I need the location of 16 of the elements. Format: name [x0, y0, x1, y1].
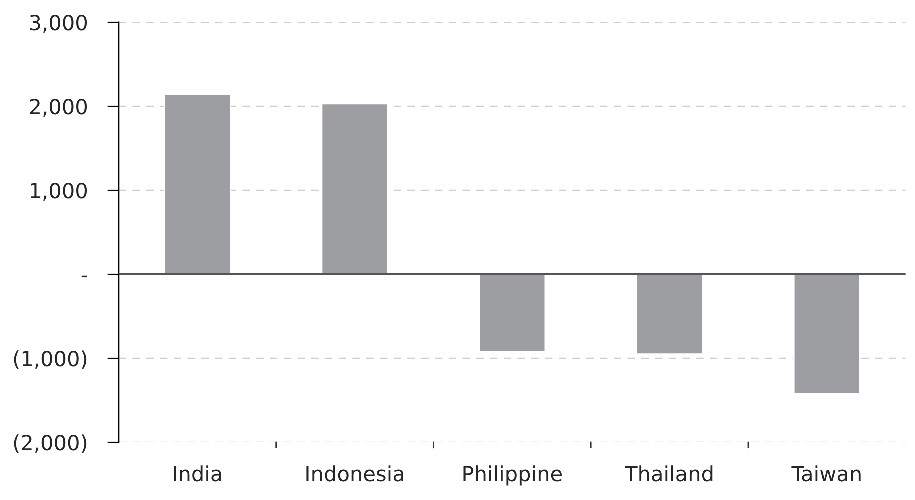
x-tick-label: Taiwan [792, 466, 861, 482]
y-tick-label: (1,000) [14, 350, 87, 370]
bar [793, 274, 861, 394]
y-tick-label: 1,000 [31, 182, 88, 201]
x-tick-label: India [174, 466, 222, 482]
bar [636, 274, 704, 355]
x-tick-label: Philippine [464, 466, 562, 486]
y-tick-label: 2,000 [30, 98, 88, 117]
y-tick-label: 3,000 [30, 14, 88, 33]
x-tick-label: Indonesia [306, 466, 404, 482]
bar [321, 103, 389, 276]
bar [164, 94, 232, 276]
y-tick-label: - [82, 276, 88, 278]
y-tick-label: (2,000) [14, 434, 87, 454]
bar [478, 274, 546, 352]
x-tick-label: Thailand [624, 466, 713, 482]
